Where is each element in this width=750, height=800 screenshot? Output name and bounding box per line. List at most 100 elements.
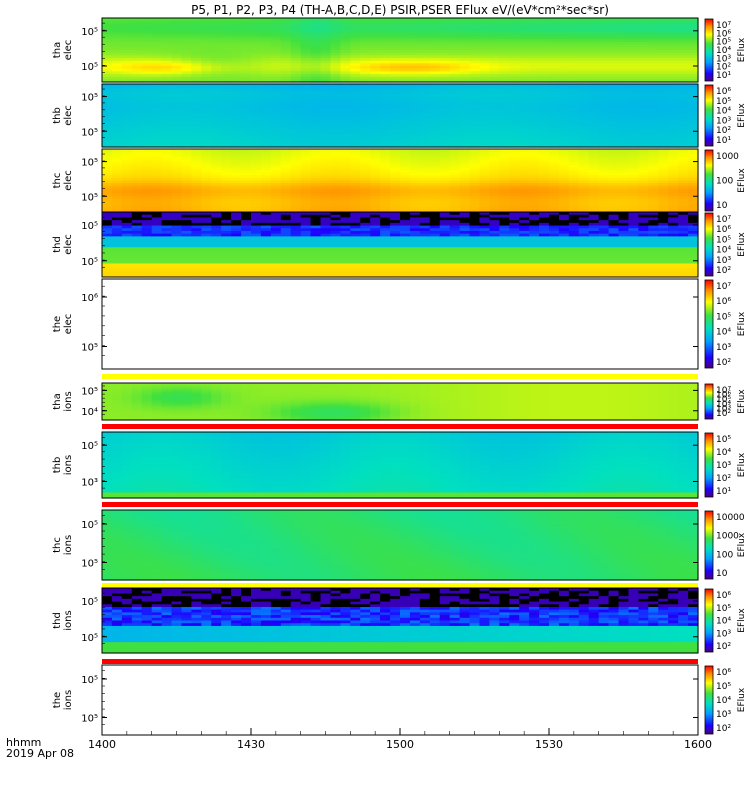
heatmap-cells <box>102 212 699 278</box>
heatmap-cell <box>201 209 212 213</box>
heatmap-cell <box>131 89 143 93</box>
heatmap-cell <box>400 28 411 32</box>
heatmap-cell <box>469 42 481 46</box>
heatmap-cell <box>638 136 649 140</box>
heatmap-cell <box>519 52 530 56</box>
heatmap-cell <box>678 97 689 101</box>
heatmap-cell <box>688 63 699 67</box>
heatmap-cell <box>519 86 530 90</box>
heatmap-cell <box>380 102 391 106</box>
heatmap-cell <box>201 128 212 132</box>
heatmap-cell <box>330 244 341 248</box>
heatmap-cell <box>529 154 540 158</box>
heatmap-cell <box>419 76 431 80</box>
heatmap-cell <box>221 55 232 59</box>
heatmap-cell <box>648 23 659 27</box>
heatmap-cell <box>628 112 639 117</box>
heatmap-cell <box>588 50 600 54</box>
heatmap-cell <box>290 136 302 140</box>
heatmap-cell <box>568 136 580 140</box>
heatmap-cell <box>290 18 302 22</box>
heatmap-cell <box>479 79 490 83</box>
heatmap-cell <box>300 28 312 32</box>
heatmap-cell <box>499 164 510 168</box>
heatmap-cell <box>320 133 332 138</box>
heatmap-cell <box>290 115 302 119</box>
heatmap-cell <box>588 44 600 48</box>
heatmap-cell <box>380 170 391 174</box>
heatmap-cell <box>549 66 560 70</box>
heatmap-cell <box>241 115 252 119</box>
heatmap-cell <box>260 102 272 106</box>
heatmap-cell <box>598 31 610 35</box>
heatmap-cell <box>241 201 252 205</box>
heatmap-cell <box>479 50 490 54</box>
heatmap-cell <box>241 172 252 176</box>
heatmap-cell <box>300 58 312 62</box>
heatmap-cell <box>300 89 312 93</box>
heatmap-cell <box>419 139 431 143</box>
heatmap-cell <box>171 18 183 22</box>
heatmap-cell <box>102 126 113 130</box>
heatmap-cell <box>340 154 351 158</box>
heatmap-cell <box>390 172 401 176</box>
heatmap-cell <box>489 141 500 145</box>
heatmap-cell <box>241 123 252 127</box>
heatmap-cell <box>449 198 461 203</box>
heatmap-cell <box>221 159 232 163</box>
heatmap-cell <box>439 196 451 200</box>
heatmap-cell <box>340 23 351 27</box>
heatmap-cell <box>459 133 471 138</box>
heatmap-cell <box>121 91 133 96</box>
heatmap-cell <box>320 36 332 40</box>
heatmap-cell <box>300 206 312 210</box>
heatmap-cell <box>549 107 560 111</box>
heatmap-cell <box>300 128 312 132</box>
heatmap-cell <box>151 26 163 30</box>
heatmap-cell <box>529 209 540 213</box>
heatmap-cell <box>400 136 411 140</box>
heatmap-cell <box>549 52 560 56</box>
heatmap-cell <box>648 201 659 205</box>
heatmap-cell <box>141 28 153 32</box>
heatmap-cell <box>320 52 332 56</box>
heatmap-cell <box>320 139 332 143</box>
heatmap-cell <box>260 222 272 227</box>
heatmap-cell <box>290 26 302 30</box>
heatmap-cell <box>280 141 292 145</box>
heatmap-cell <box>221 91 232 96</box>
heatmap-cell <box>131 23 143 27</box>
heatmap-cell <box>439 84 451 88</box>
heatmap-cell <box>181 18 192 22</box>
heatmap-cell <box>141 193 153 197</box>
heatmap-cell <box>499 149 510 153</box>
heatmap-cell <box>231 66 242 70</box>
heatmap-cell <box>151 58 163 62</box>
heatmap-cell <box>151 177 163 182</box>
heatmap-cell <box>638 94 649 98</box>
heatmap-cell <box>121 99 133 103</box>
heatmap-cell <box>678 60 689 64</box>
heatmap-cell <box>588 112 600 117</box>
heatmap-cell <box>330 258 341 262</box>
heatmap-cell <box>340 164 351 168</box>
heatmap-cell <box>121 239 133 243</box>
heatmap-cell <box>598 118 610 122</box>
heatmap-cell <box>270 141 282 145</box>
heatmap-cell <box>648 204 659 208</box>
heatmap-cell <box>161 193 173 197</box>
heatmap-cell <box>181 120 192 124</box>
heatmap-cell <box>598 86 610 90</box>
heatmap-cell <box>300 258 312 262</box>
heatmap-cell <box>658 185 669 189</box>
heatmap-cell <box>171 105 183 109</box>
heatmap-cell <box>171 247 183 251</box>
heatmap-cell <box>529 44 540 48</box>
heatmap-cell <box>280 50 292 54</box>
heatmap-cell <box>549 141 560 145</box>
heatmap-cell <box>598 141 610 145</box>
heatmap-cell <box>280 94 292 98</box>
heatmap-cell <box>151 274 163 278</box>
heatmap-cell <box>588 36 600 40</box>
heatmap-cell <box>390 52 401 56</box>
